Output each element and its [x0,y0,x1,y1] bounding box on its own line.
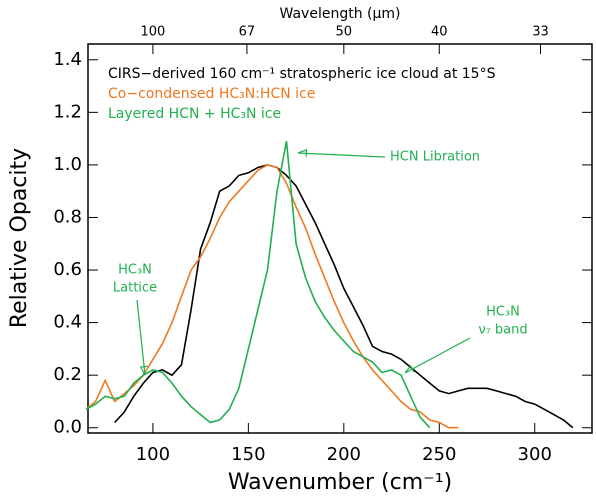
annotation: HC₃N [118,263,152,278]
x2-tick-label: 33 [532,25,549,40]
annotation: HCN Libration [390,150,480,165]
x2-tick-label: 40 [431,25,448,40]
series-line [85,164,459,429]
y-tick-label: 0.8 [53,206,82,227]
x2-axis-label: Wavelength (μm) [280,6,401,22]
annotation: HC₃N [486,305,520,320]
arrow-head [139,365,148,376]
x-tick-label: 250 [422,444,456,465]
annotation: Lattice [113,281,157,296]
annotation-arrow [297,152,386,158]
y-tick-label: 0.4 [53,312,82,333]
x-tick-label: 300 [518,444,552,465]
y-tick-label: 1.0 [53,154,82,175]
x-tick-label: 100 [136,444,170,465]
y-tick-label: 0.6 [53,259,82,280]
series-line [114,164,574,429]
arrow-head [297,149,308,157]
series-line [85,141,431,429]
arrow-head [404,364,415,374]
x2-tick-label: 100 [140,25,165,40]
y-tick-label: 0.0 [53,417,82,438]
legend-entry: Co−condensed HC₃N:HCN ice [108,86,315,102]
annotation: ν₇ band [478,323,527,338]
annotation-arrow [136,299,146,376]
y-tick-label: 1.4 [53,49,82,70]
y-axis-label: Relative Opacity [7,148,32,328]
y-tick-label: 0.2 [53,364,82,385]
x-tick-label: 150 [231,444,265,465]
x2-tick-label: 50 [336,25,353,40]
plot-frame [87,43,593,434]
x-axis-label: Wavenumber (cm⁻¹) [228,470,452,495]
y-tick-label: 1.2 [53,101,82,122]
annotation-arrow [404,337,471,374]
legend-entry: CIRS−derived 160 cm⁻¹ stratospheric ice … [108,66,496,82]
x-tick-label: 200 [327,444,361,465]
x2-tick-label: 67 [239,25,256,40]
legend-entry: Layered HCN + HC₃N ice [108,106,281,122]
